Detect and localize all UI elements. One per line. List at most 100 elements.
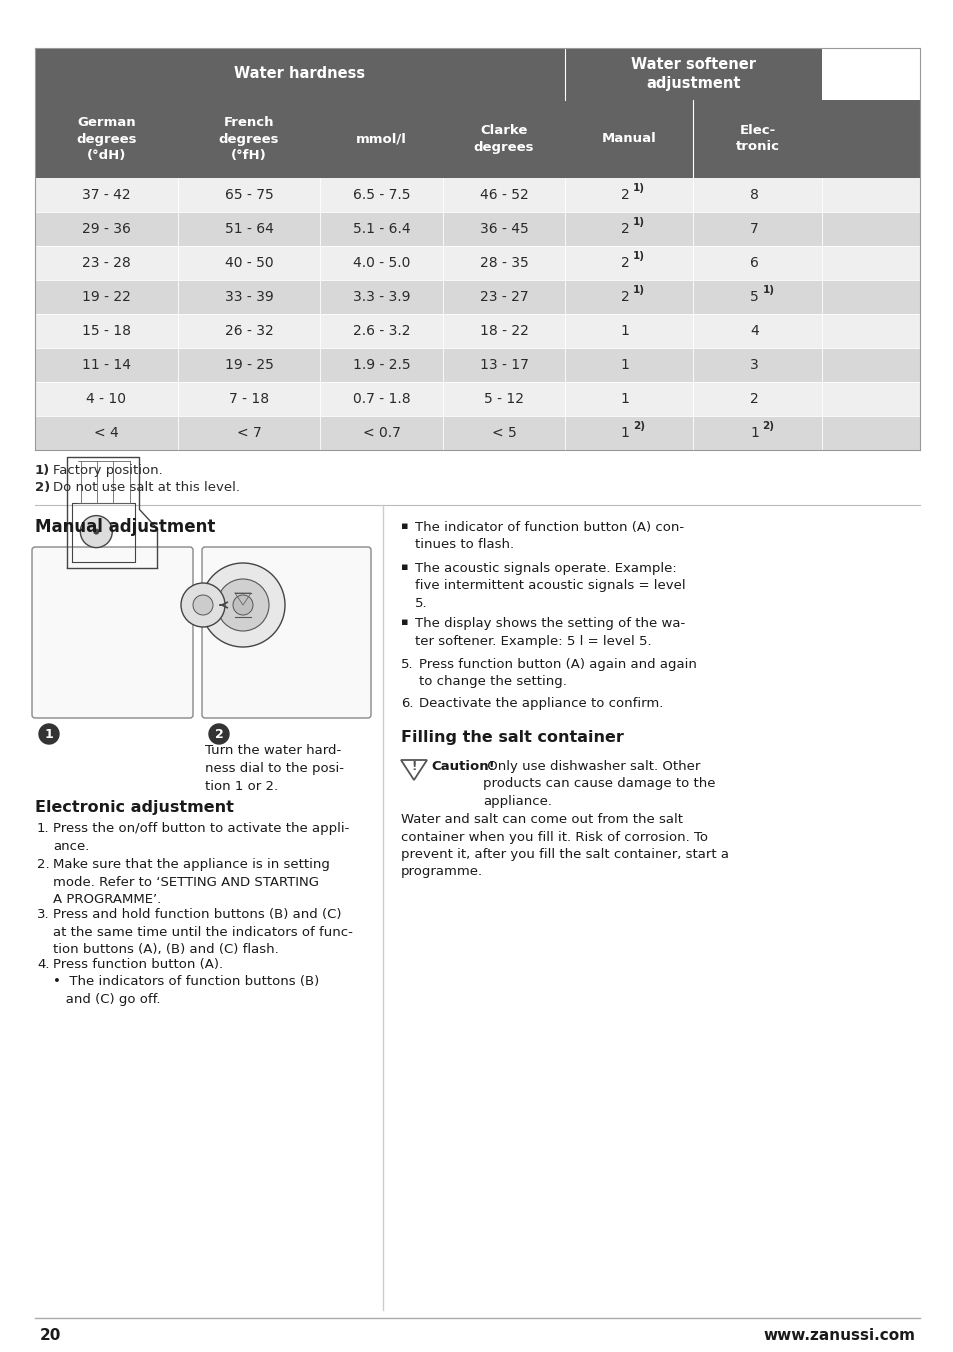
Bar (35, 212, 178, 246)
Circle shape (39, 725, 59, 744)
Text: 11 - 14: 11 - 14 (82, 358, 131, 372)
Circle shape (209, 725, 229, 744)
Text: 19 - 22: 19 - 22 (82, 289, 131, 304)
Bar (692, 383, 821, 416)
Text: 5.1 - 6.4: 5.1 - 6.4 (353, 222, 410, 237)
Bar (692, 212, 821, 246)
Bar (564, 347, 692, 383)
Text: < 0.7: < 0.7 (362, 426, 400, 439)
Bar (564, 49, 821, 100)
Bar (564, 246, 692, 280)
Bar (564, 280, 692, 314)
Circle shape (193, 595, 213, 615)
Text: 5 - 12: 5 - 12 (483, 392, 523, 406)
Text: 6.: 6. (400, 698, 413, 710)
Bar (178, 347, 319, 383)
Bar (442, 246, 564, 280)
Bar (692, 246, 821, 280)
Bar (692, 416, 821, 450)
Text: The display shows the setting of the wa-
ter softener. Example: 5 l = level 5.: The display shows the setting of the wa-… (415, 617, 684, 648)
Text: 20: 20 (40, 1329, 61, 1344)
Text: Factory position.: Factory position. (53, 464, 163, 477)
Text: 4: 4 (749, 324, 758, 338)
Text: 1: 1 (749, 426, 759, 439)
Text: Do not use salt at this level.: Do not use salt at this level. (53, 481, 240, 493)
Bar (319, 383, 442, 416)
Text: 5: 5 (749, 289, 758, 304)
Text: 40 - 50: 40 - 50 (225, 256, 273, 270)
Text: Only use dishwasher salt. Other
products can cause damage to the
appliance.: Only use dishwasher salt. Other products… (482, 760, 715, 808)
Bar (692, 100, 821, 178)
Bar (564, 383, 692, 416)
Text: 1): 1) (761, 285, 774, 295)
Text: 19 - 25: 19 - 25 (224, 358, 274, 372)
Circle shape (80, 515, 112, 548)
Text: Make sure that the appliance is in setting
mode. Refer to ‘SETTING AND STARTING
: Make sure that the appliance is in setti… (53, 859, 330, 906)
FancyBboxPatch shape (32, 548, 193, 718)
Bar (821, 246, 919, 280)
Text: 0.7 - 1.8: 0.7 - 1.8 (353, 392, 410, 406)
Bar (692, 280, 821, 314)
Text: Turn the water hard-
ness dial to the posi-
tion 1 or 2.: Turn the water hard- ness dial to the po… (205, 744, 344, 794)
Text: 1: 1 (619, 392, 629, 406)
Text: 1): 1) (633, 183, 644, 193)
Text: German
degrees
(°dH): German degrees (°dH) (76, 116, 136, 161)
Bar (319, 347, 442, 383)
Bar (564, 416, 692, 450)
Bar (319, 314, 442, 347)
Text: Press function button (A) again and again
to change the setting.: Press function button (A) again and agai… (418, 658, 696, 688)
Bar (35, 246, 178, 280)
Text: Water hardness: Water hardness (234, 66, 365, 81)
Text: French
degrees
(°fH): French degrees (°fH) (218, 116, 279, 161)
Bar (319, 246, 442, 280)
Bar (442, 280, 564, 314)
Text: 3: 3 (749, 358, 758, 372)
Text: 18 - 22: 18 - 22 (479, 324, 528, 338)
Text: 46 - 52: 46 - 52 (479, 188, 528, 201)
Text: 2): 2) (633, 420, 644, 431)
Text: 36 - 45: 36 - 45 (479, 222, 528, 237)
Text: 65 - 75: 65 - 75 (224, 188, 274, 201)
Text: 3.3 - 3.9: 3.3 - 3.9 (353, 289, 410, 304)
Text: ▪: ▪ (400, 521, 408, 531)
Text: 29 - 36: 29 - 36 (82, 222, 131, 237)
Bar (442, 347, 564, 383)
Text: 7: 7 (749, 222, 758, 237)
Text: Filling the salt container: Filling the salt container (400, 730, 623, 745)
Bar (442, 416, 564, 450)
Text: 1): 1) (633, 218, 644, 227)
Text: mmol/l: mmol/l (355, 132, 407, 146)
Bar (442, 383, 564, 416)
Text: Manual adjustment: Manual adjustment (35, 518, 215, 535)
Text: 23 - 28: 23 - 28 (82, 256, 131, 270)
Bar (564, 100, 692, 178)
Text: ▪: ▪ (400, 617, 408, 627)
Bar (564, 314, 692, 347)
Text: 7 - 18: 7 - 18 (229, 392, 269, 406)
Bar (319, 280, 442, 314)
Bar (319, 178, 442, 212)
Bar (35, 100, 178, 178)
Bar (178, 246, 319, 280)
Bar (564, 178, 692, 212)
Bar (692, 347, 821, 383)
Bar (442, 212, 564, 246)
Bar (692, 178, 821, 212)
Text: 2: 2 (749, 392, 758, 406)
Text: 8: 8 (749, 188, 759, 201)
Text: 4 - 10: 4 - 10 (87, 392, 127, 406)
Text: 6.5 - 7.5: 6.5 - 7.5 (353, 188, 410, 201)
Text: 33 - 39: 33 - 39 (224, 289, 274, 304)
Text: Press and hold function buttons (B) and (C)
at the same time until the indicator: Press and hold function buttons (B) and … (53, 909, 353, 956)
Text: 3.: 3. (37, 909, 50, 921)
Circle shape (201, 562, 285, 648)
Text: 28 - 35: 28 - 35 (479, 256, 528, 270)
Text: Deactivate the appliance to confirm.: Deactivate the appliance to confirm. (418, 698, 662, 710)
Text: 2: 2 (620, 256, 629, 270)
Circle shape (233, 595, 253, 615)
Bar (821, 280, 919, 314)
Text: Elec-
tronic: Elec- tronic (735, 124, 779, 154)
Text: Caution!: Caution! (431, 760, 495, 773)
FancyBboxPatch shape (202, 548, 371, 718)
Bar (821, 314, 919, 347)
